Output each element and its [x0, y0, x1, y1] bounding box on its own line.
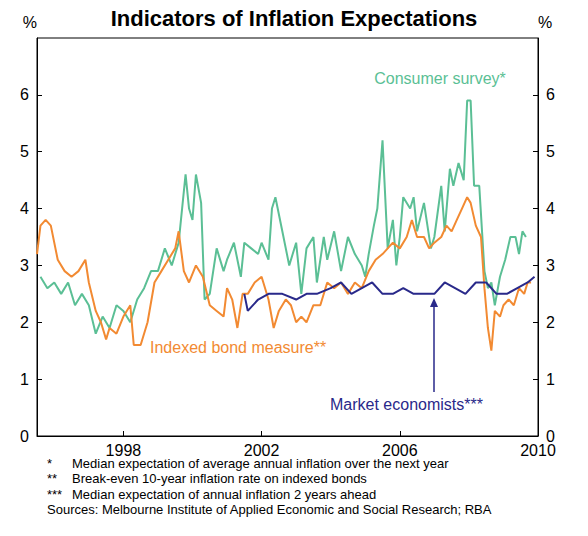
svg-text:Indexed bond measure**: Indexed bond measure**: [150, 339, 326, 356]
svg-text:6: 6: [546, 86, 555, 103]
svg-text:5: 5: [546, 143, 555, 160]
svg-text:5: 5: [20, 143, 29, 160]
svg-text:2010: 2010: [520, 442, 556, 459]
svg-text:4: 4: [20, 200, 29, 217]
svg-text:Indicators of Inflation Expect: Indicators of Inflation Expectations: [111, 6, 478, 31]
svg-text:Median expectation of annual i: Median expectation of annual inflation 2…: [72, 487, 376, 502]
svg-text:Consumer survey*: Consumer survey*: [374, 70, 506, 87]
svg-text:Break-even 10-year inflation r: Break-even 10-year inflation rate on ind…: [72, 471, 367, 486]
svg-text:Market economists***: Market economists***: [330, 396, 483, 413]
svg-text:Median expectation of average: Median expectation of average annual inf…: [72, 455, 449, 471]
svg-text:2: 2: [546, 314, 555, 331]
svg-text:4: 4: [546, 200, 555, 217]
svg-text:%: %: [23, 14, 37, 31]
svg-text:6: 6: [20, 86, 29, 103]
svg-text:0: 0: [546, 427, 555, 445]
svg-text:**: **: [47, 471, 57, 486]
svg-text:1: 1: [20, 371, 29, 388]
svg-text:*: *: [47, 456, 52, 471]
svg-text:0: 0: [20, 428, 29, 445]
svg-text:1: 1: [546, 371, 555, 388]
svg-text:%: %: [538, 14, 552, 31]
svg-text:***: ***: [47, 487, 62, 502]
svg-text:2: 2: [20, 314, 29, 331]
svg-text:1998: 1998: [106, 442, 142, 459]
svg-text:2002: 2002: [244, 442, 280, 459]
svg-text:Sources: Melbourne Institute o: Sources: Melbourne Institute of Applied …: [47, 502, 492, 517]
svg-text:3: 3: [20, 257, 29, 274]
svg-text:2006: 2006: [382, 442, 418, 459]
svg-text:3: 3: [546, 257, 555, 274]
